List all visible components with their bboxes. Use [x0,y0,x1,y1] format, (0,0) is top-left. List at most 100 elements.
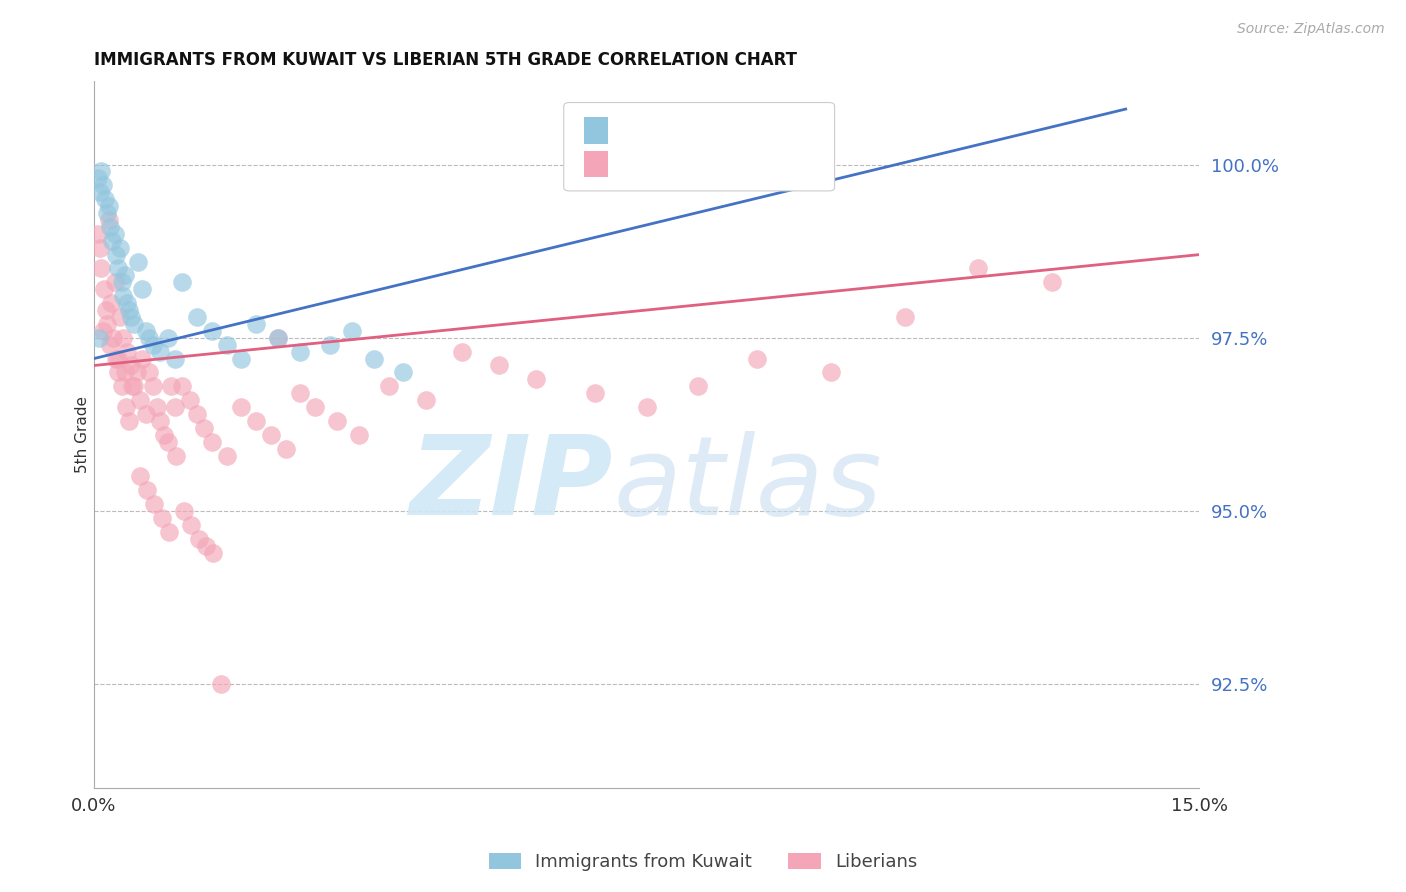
Bar [583,151,607,178]
Point [186,407,208,421]
Point [91,324,114,338]
Text: Source: ZipAtlas.com: Source: ZipAtlas.com [1237,22,1385,37]
Point [134,407,156,421]
Point [688,379,710,393]
Point [201,324,224,338]
Text: R = 0.409   N = 42: R = 0.409 N = 42 [617,122,813,140]
Point [349,427,371,442]
Point [101,331,124,345]
Point [319,337,342,351]
Point [89,241,111,255]
Point [89,186,111,200]
Point [118,414,141,428]
Point [115,344,138,359]
Legend: Immigrants from Kuwait, Liberians: Immigrants from Kuwait, Liberians [481,846,925,879]
Point [193,421,215,435]
Point [105,247,128,261]
Point [114,268,136,283]
Point [150,511,173,525]
Point [101,234,124,248]
FancyBboxPatch shape [564,103,835,191]
Text: atlas: atlas [613,431,882,538]
Point [90,164,112,178]
Point [340,324,363,338]
Point [125,366,148,380]
Point [112,331,135,345]
Point [91,178,114,193]
Point [290,344,312,359]
Point [136,483,159,498]
Point [87,331,110,345]
Point [142,337,165,351]
Point [163,351,186,366]
Point [107,261,129,276]
Text: IMMIGRANTS FROM KUWAIT VS LIBERIAN 5TH GRADE CORRELATION CHART: IMMIGRANTS FROM KUWAIT VS LIBERIAN 5TH G… [94,51,797,69]
Point [105,351,128,366]
Point [304,400,326,414]
Point [138,331,160,345]
Point [172,276,194,290]
Point [112,289,135,303]
Point [209,677,232,691]
Point [267,331,290,345]
Point [804,136,827,151]
Point [363,351,385,366]
Point [180,517,202,532]
Point [1040,276,1063,290]
Point [145,400,167,414]
Point [114,366,136,380]
Text: R =  0.105   N = 77: R = 0.105 N = 77 [617,155,824,173]
Point [134,324,156,338]
Point [163,400,186,414]
Point [451,344,474,359]
Point [107,366,129,380]
Point [143,497,166,511]
Point [636,400,658,414]
Point [215,449,238,463]
Point [96,317,118,331]
Point [94,303,117,318]
Point [108,241,131,255]
Point [377,379,399,393]
Point [97,213,120,227]
Point [488,359,510,373]
Point [100,296,122,310]
Point [96,206,118,220]
Point [267,331,290,345]
Point [98,337,121,351]
Point [107,351,129,366]
Point [97,199,120,213]
Point [967,261,990,276]
Point [124,379,146,393]
Bar [583,118,607,145]
Point [118,303,141,318]
Point [326,414,349,428]
Point [103,227,125,241]
Point [90,261,112,276]
Point [128,469,150,483]
Point [131,351,153,366]
Point [121,379,143,393]
Point [202,546,225,560]
Point [114,400,136,414]
Point [179,393,201,408]
Point [194,539,217,553]
Point [149,414,172,428]
Point [131,282,153,296]
Point [111,276,134,290]
Point [86,227,108,241]
Point [115,296,138,310]
Point [120,359,142,373]
Point [120,310,142,324]
Point [415,393,437,408]
Point [103,276,125,290]
Point [156,331,179,345]
Point [173,504,195,518]
Point [274,442,297,456]
Point [98,219,121,234]
Point [231,400,253,414]
Point [893,310,915,324]
Point [245,317,267,331]
Point [160,379,183,393]
Point [127,254,149,268]
